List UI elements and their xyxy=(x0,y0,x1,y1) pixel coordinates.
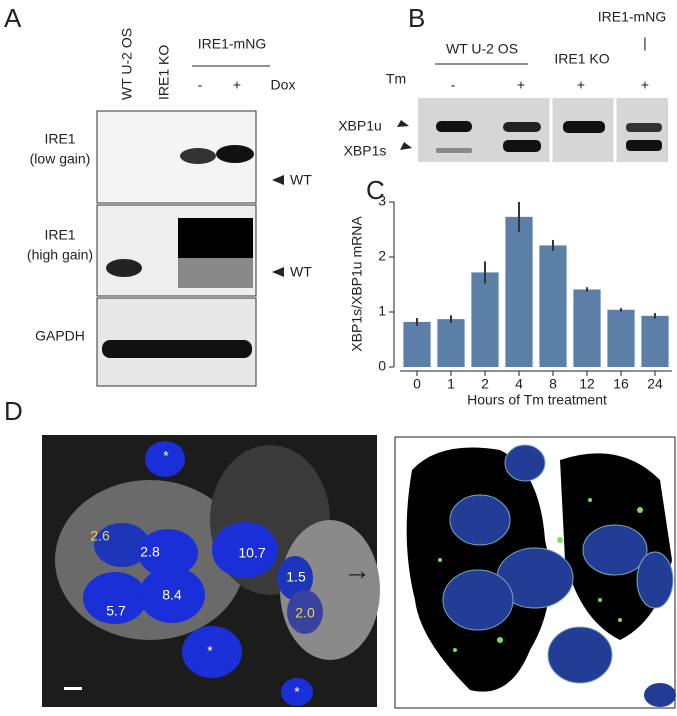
lane-label: WT U-2 OS xyxy=(119,28,135,100)
marker: * xyxy=(163,448,169,464)
arrow xyxy=(272,175,284,185)
bar xyxy=(471,272,499,367)
arrow-label: WT xyxy=(290,172,312,188)
dox-sign: - xyxy=(198,77,203,93)
cell-value: 2.8 xyxy=(140,544,160,560)
micrograph xyxy=(42,435,380,707)
bar xyxy=(573,289,601,367)
tm-sign: - xyxy=(451,77,456,93)
panel-letter: A xyxy=(4,3,22,33)
row-label: (low gain) xyxy=(30,151,91,167)
bar xyxy=(403,321,431,367)
y-tick-label: 0 xyxy=(378,358,386,374)
bar xyxy=(437,319,465,367)
group-label: IRE1 KO xyxy=(554,51,609,67)
marker: * xyxy=(207,643,213,659)
group-label: | xyxy=(643,35,647,51)
tm-sign: + xyxy=(517,77,525,93)
y-tick-label: 3 xyxy=(378,193,386,209)
tm-label: Tm xyxy=(386,71,406,87)
gel xyxy=(418,98,668,162)
arrow xyxy=(400,142,412,150)
bar xyxy=(607,309,635,367)
blot xyxy=(96,110,257,387)
row-label: GAPDH xyxy=(35,328,85,344)
x-tick-label: 24 xyxy=(647,376,663,392)
panel-letter: B xyxy=(408,3,425,33)
y-tick-label: 1 xyxy=(378,303,386,319)
construct-label: IRE1-mNG xyxy=(198,36,266,52)
x-tick-label: 16 xyxy=(613,376,629,392)
lane-label: IRE1 KO xyxy=(156,45,172,100)
x-tick-label: 12 xyxy=(579,376,595,392)
marker: * xyxy=(294,684,300,700)
row-label: IRE1 xyxy=(44,131,75,147)
cell-value: 10.7 xyxy=(238,545,265,561)
dox-sign: + xyxy=(233,77,241,93)
row-label: (high gain) xyxy=(27,247,93,263)
group-label: IRE1-mNG xyxy=(598,9,666,25)
panel-letter: C xyxy=(366,175,385,205)
cell-value: 1.5 xyxy=(286,569,306,585)
cell-value: 5.7 xyxy=(106,603,126,619)
tm-sign: + xyxy=(641,77,649,93)
bar xyxy=(641,315,669,367)
arrow xyxy=(272,267,284,277)
x-tick-label: 8 xyxy=(549,376,557,392)
arrow: → xyxy=(343,554,371,585)
x-tick-label: 0 xyxy=(413,376,421,392)
cell-value: 8.4 xyxy=(162,587,182,603)
tm-sign: + xyxy=(577,77,585,93)
segmentation xyxy=(394,436,676,709)
cell-value: 2.0 xyxy=(295,605,315,621)
band-label: XBP1s xyxy=(344,143,387,159)
band-label: XBP1u xyxy=(338,118,382,134)
x-tick-label: 4 xyxy=(515,376,523,392)
arrow-label: WT xyxy=(290,264,312,280)
row-label: IRE1 xyxy=(44,227,75,243)
y-tick-label: 2 xyxy=(378,248,386,264)
y-axis-label: XBP1s/XBP1u mRNA xyxy=(349,216,365,352)
panel-letter: D xyxy=(4,396,23,426)
bar xyxy=(539,245,567,367)
x-tick-label: 1 xyxy=(447,376,455,392)
arrow xyxy=(397,120,409,127)
x-tick-label: 2 xyxy=(481,376,489,392)
bar xyxy=(505,216,533,367)
cell-value: 2.6 xyxy=(90,528,110,544)
x-axis-label: Hours of Tm treatment xyxy=(467,392,607,408)
group-label: WT U-2 OS xyxy=(446,41,518,57)
dox-label: Dox xyxy=(271,77,296,93)
